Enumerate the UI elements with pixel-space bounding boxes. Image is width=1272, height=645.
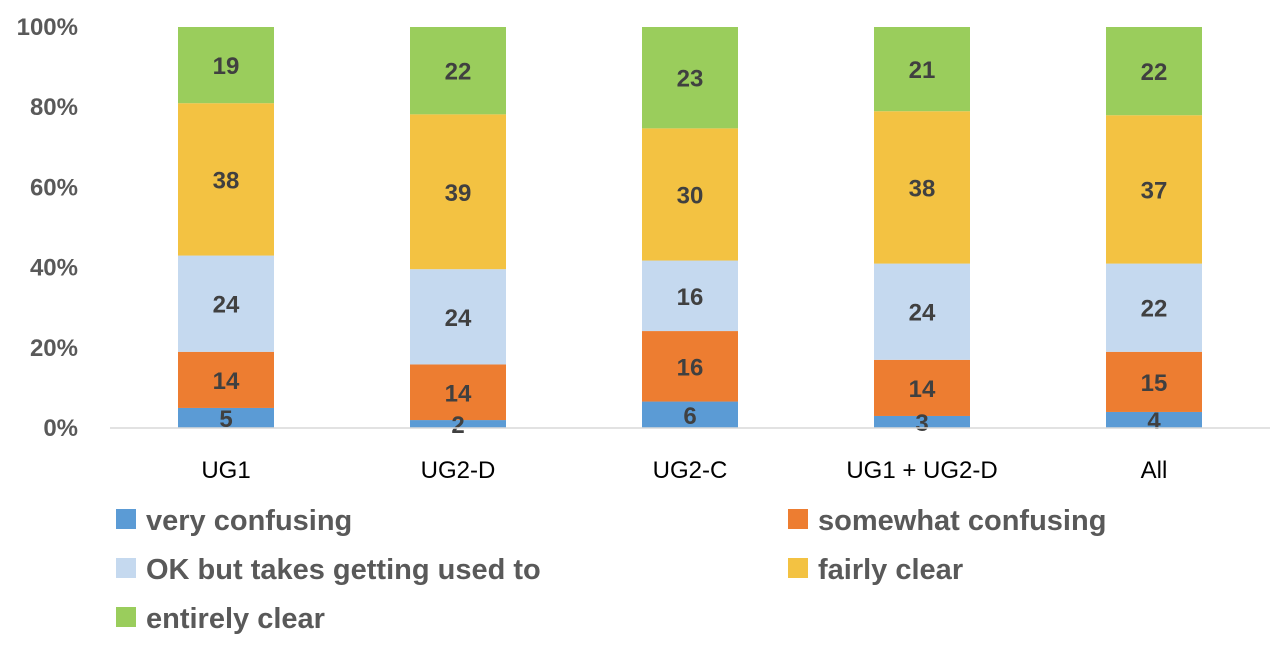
- bar-segment: [874, 27, 970, 112]
- data-label: 24: [909, 300, 936, 327]
- bar-segment: [178, 255, 274, 352]
- y-tick-label: 60%: [30, 174, 78, 201]
- bar-segment: [874, 263, 970, 360]
- legend-swatch: [788, 558, 808, 578]
- data-label: 24: [213, 292, 240, 319]
- legend-label: fairly clear: [818, 554, 963, 586]
- bar-segment: [410, 364, 506, 421]
- data-label: 5: [219, 406, 232, 433]
- data-label: 4: [1147, 408, 1161, 435]
- data-label: 39: [445, 180, 472, 207]
- bar-stack: 2 14 24 39 22: [410, 27, 506, 439]
- bar-segment: [1106, 115, 1202, 264]
- bar-segment: [1106, 27, 1202, 116]
- data-label: 23: [677, 66, 704, 93]
- legend-label: very confusing: [146, 505, 352, 537]
- data-label: 16: [677, 354, 704, 381]
- legend: very confusing somewhat confusing OK but t…: [116, 505, 1106, 635]
- x-tick-label: UG1: [201, 457, 250, 484]
- data-label: 16: [677, 284, 704, 311]
- data-label: 2: [451, 412, 464, 439]
- x-tick-label: All: [1141, 457, 1168, 484]
- bar-segment: [410, 420, 506, 428]
- legend-item: very confusing: [116, 505, 352, 537]
- data-label: 38: [213, 167, 240, 194]
- legend-item: fairly clear: [788, 554, 963, 586]
- bars: 5142438192142439226161630233142438214152…: [178, 27, 1202, 439]
- data-label: 6: [683, 403, 696, 430]
- legend-label: OK but takes getting used to: [146, 554, 541, 586]
- data-label: 22: [1141, 59, 1168, 86]
- data-label: 24: [445, 305, 472, 332]
- y-axis: 0% 20% 40% 60% 80% 100%: [17, 14, 78, 442]
- data-label: 3: [915, 410, 928, 437]
- legend-swatch: [116, 509, 136, 529]
- bar-segment: [1106, 263, 1202, 352]
- bar-segment: [642, 331, 738, 402]
- data-label: 19: [213, 53, 240, 80]
- legend-item: entirely clear: [116, 603, 325, 635]
- data-label: 15: [1141, 370, 1168, 397]
- legend-swatch: [788, 509, 808, 529]
- legend-item: somewhat confusing: [788, 505, 1106, 537]
- bar-segment: [642, 128, 738, 261]
- bar-stack: 5 14 24 38 19: [178, 27, 274, 433]
- bar-segment: [1106, 411, 1202, 428]
- bar-stack: 6 16 16 30 23: [642, 27, 738, 430]
- bar-segment: [410, 114, 506, 270]
- y-tick-label: 0%: [43, 415, 78, 442]
- data-label: 21: [909, 57, 936, 84]
- data-label: 22: [445, 59, 472, 86]
- x-tick-label: UG2-D: [421, 457, 496, 484]
- data-label: 22: [1141, 296, 1168, 323]
- bar-segment: [874, 111, 970, 264]
- x-tick-label: UG1 + UG2-D: [846, 457, 997, 484]
- y-tick-label: 100%: [17, 14, 78, 41]
- bar-segment: [874, 359, 970, 416]
- bar-segment: [178, 27, 274, 104]
- legend-swatch: [116, 558, 136, 578]
- legend-item: OK but takes getting used to: [116, 554, 541, 586]
- bar-segment: [874, 415, 970, 428]
- bar-segment: [642, 27, 738, 129]
- y-tick-label: 40%: [30, 255, 78, 282]
- bar-segment: [178, 407, 274, 428]
- bar-segment: [642, 260, 738, 332]
- bar-segment: [410, 269, 506, 365]
- bar-segment: [1106, 351, 1202, 412]
- y-tick-label: 80%: [30, 94, 78, 121]
- data-label: 30: [677, 182, 704, 209]
- data-label: 14: [213, 368, 240, 395]
- data-label: 14: [909, 376, 936, 403]
- bar-segment: [178, 103, 274, 256]
- bar-stack: 3 14 24 38 21: [874, 27, 970, 437]
- data-label: 37: [1141, 177, 1168, 204]
- y-tick-label: 20%: [30, 335, 78, 362]
- data-label: 38: [909, 175, 936, 202]
- x-tick-label: UG2-C: [653, 457, 728, 484]
- bar-segment: [410, 27, 506, 115]
- legend-label: somewhat confusing: [818, 505, 1106, 537]
- bar-segment: [178, 351, 274, 408]
- x-axis: UG1 UG2-D UG2-C UG1 + UG2-D All: [110, 427, 1270, 484]
- legend-label: entirely clear: [146, 603, 325, 635]
- legend-swatch: [116, 607, 136, 627]
- data-label: 14: [445, 380, 472, 407]
- bar-stack: 4 15 22 37 22: [1106, 27, 1202, 435]
- bar-segment: [642, 401, 738, 428]
